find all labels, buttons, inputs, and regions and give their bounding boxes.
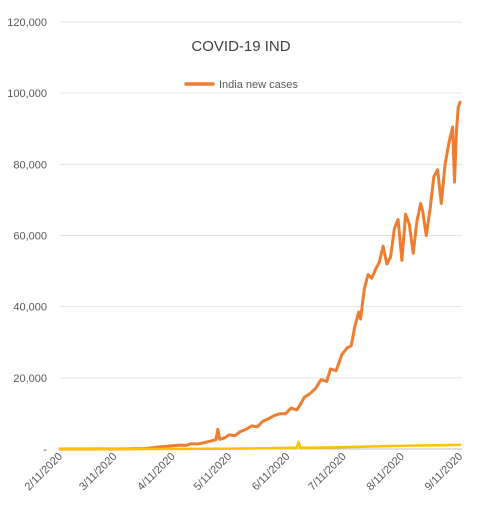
x-tick-label: 4/11/2020 <box>135 451 178 494</box>
x-tick-label: 7/11/2020 <box>306 451 349 494</box>
y-axis-ticks: - 20,000 40,000 60,000 80,000 100,000 120,000 <box>7 17 47 456</box>
chart-title: COVID-19 IND <box>191 38 290 55</box>
y-tick-label: 120,000 <box>7 17 47 29</box>
x-tick-label: 3/11/2020 <box>77 451 120 494</box>
series-line <box>58 440 462 451</box>
x-tick-label: 5/11/2020 <box>192 451 235 494</box>
x-axis-ticks: 2/11/2020 3/11/2020 4/11/2020 5/11/2020 6/11… <box>23 451 466 494</box>
series-line <box>58 100 462 451</box>
y-tick-label: 100,000 <box>7 88 47 100</box>
x-tick-label: 6/11/2020 <box>250 451 293 494</box>
y-tick-label: 80,000 <box>13 159 47 171</box>
gridlines <box>60 21 462 450</box>
series-lines <box>58 100 462 451</box>
y-tick-label: 60,000 <box>13 231 47 243</box>
legend: India new cases <box>184 79 298 91</box>
legend-label: India new cases <box>219 79 298 91</box>
x-tick-label: 2/11/2020 <box>23 451 66 494</box>
y-tick-label: 40,000 <box>13 302 47 314</box>
x-tick-label: 9/11/2020 <box>423 451 466 494</box>
y-tick-label: 20,000 <box>13 373 47 385</box>
x-tick-label: 8/11/2020 <box>364 451 407 494</box>
y-tick-label: - <box>43 444 47 456</box>
